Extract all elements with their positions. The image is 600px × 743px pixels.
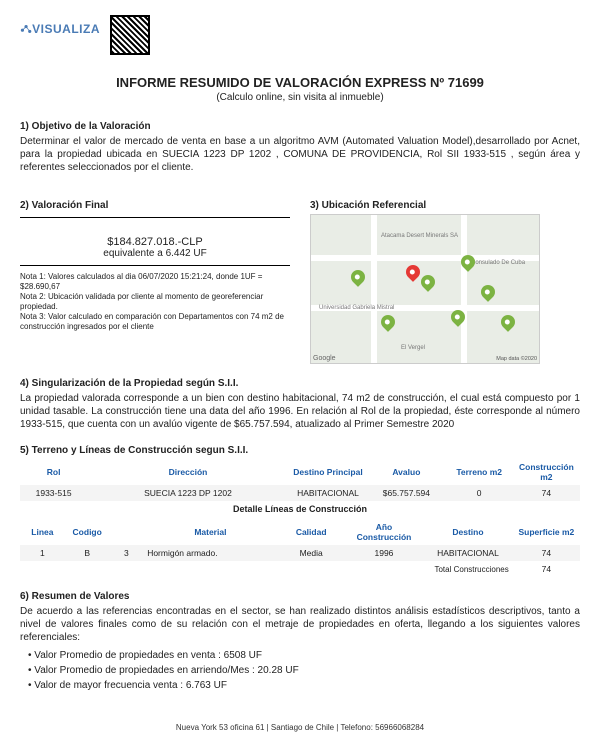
map-label-4: El Vergel xyxy=(401,345,425,351)
bullet-item: Valor de mayor frecuencia venta : 6.763 … xyxy=(28,678,580,693)
note-1: Nota 1: Valores calculados al dia 06/07/… xyxy=(20,272,290,292)
cell: $65.757.594 xyxy=(367,485,445,501)
col-avaluo: Avaluo xyxy=(367,459,445,485)
brand-logo: VISUALIZA xyxy=(20,15,100,43)
subheader-row: Detalle Líneas de Construcción xyxy=(20,501,580,517)
cell: HABITACIONAL xyxy=(423,545,513,561)
table-header-row: Linea Codigo Material Calidad Año Constr… xyxy=(20,519,580,545)
col-codigo2 xyxy=(110,519,144,545)
col-direccion: Dirección xyxy=(87,459,289,485)
valuation-main: $184.827.018.-CLP xyxy=(20,236,290,248)
table-terreno: Rol Dirección Destino Principal Avaluo T… xyxy=(20,459,580,517)
col-material: Material xyxy=(143,519,277,545)
section-6-bullets: Valor Promedio de propiedades en venta :… xyxy=(20,648,580,693)
cell: 1996 xyxy=(345,545,423,561)
table-lineas: Linea Codigo Material Calidad Año Constr… xyxy=(20,519,580,577)
bullet-item: Valor Promedio de propiedades en venta :… xyxy=(28,648,580,663)
map-pin-icon xyxy=(403,262,423,282)
valuation-sub: equivalente a 6.442 UF xyxy=(20,248,290,259)
col-codigo: Codigo xyxy=(65,519,110,545)
header: VISUALIZA xyxy=(20,15,580,55)
logo-text: VISUALIZA xyxy=(32,22,100,36)
section-6-heading: 6) Resumen de Valores xyxy=(20,591,580,602)
section-6-body: De acuerdo a las referencias encontradas… xyxy=(20,605,580,644)
section-1-heading: 1) Objetivo de la Valoración xyxy=(20,121,580,132)
map-google-label: Google xyxy=(313,355,336,362)
report-subtitle: (Calculo online, sin visita al inmueble) xyxy=(20,92,580,103)
col-calidad: Calidad xyxy=(278,519,345,545)
section-4-body: La propiedad valorada corresponde a un b… xyxy=(20,392,580,431)
divider xyxy=(20,217,290,218)
cell: SUECIA 1223 DP 1202 xyxy=(87,485,289,501)
col-rol: Rol xyxy=(20,459,87,485)
bullet-item: Valor Promedio de propiedades en arriend… xyxy=(28,663,580,678)
note-3: Nota 3: Valor calculado en comparación c… xyxy=(20,312,290,332)
cell: 3 xyxy=(110,545,144,561)
section-3-heading: 3) Ubicación Referencial xyxy=(310,200,580,211)
map-placeholder: Atacama Desert Minerals SA Consulado De … xyxy=(310,214,540,364)
col-destino: Destino Principal xyxy=(289,459,367,485)
total-value: 74 xyxy=(513,561,580,577)
col-linea: Linea xyxy=(20,519,65,545)
cell: 0 xyxy=(446,485,513,501)
col-ano: Año Construcción xyxy=(345,519,423,545)
cell: 74 xyxy=(513,485,580,501)
col-destino: Destino xyxy=(423,519,513,545)
valuation-and-map-row: 2) Valoración Final $184.827.018.-CLP eq… xyxy=(20,186,580,364)
qr-code-icon xyxy=(110,15,150,55)
section-5-heading: 5) Terreno y Líneas de Construcción segu… xyxy=(20,445,580,456)
map-pin-icon xyxy=(498,312,518,332)
report-title: INFORME RESUMIDO DE VALORACIÓN EXPRESS N… xyxy=(20,75,580,90)
map-pin-icon xyxy=(478,282,498,302)
logo-icon xyxy=(20,22,32,36)
map-label-3: Universidad Gabriela Mistral xyxy=(319,305,394,311)
section-4-heading: 4) Singularización de la Propiedad según… xyxy=(20,378,580,389)
map-pin-icon xyxy=(378,312,398,332)
cell: Hormigón armado. xyxy=(143,545,277,561)
cell: HABITACIONAL xyxy=(289,485,367,501)
valuation-notes: Nota 1: Valores calculados al dia 06/07/… xyxy=(20,272,290,332)
subheader: Detalle Líneas de Construcción xyxy=(20,501,580,517)
cell: 1 xyxy=(20,545,65,561)
table-row: 1933-515 SUECIA 1223 DP 1202 HABITACIONA… xyxy=(20,485,580,501)
map-label-2: Consulado De Cuba xyxy=(471,260,525,266)
table-header-row: Rol Dirección Destino Principal Avaluo T… xyxy=(20,459,580,485)
cell: 1933-515 xyxy=(20,485,87,501)
cell: Media xyxy=(278,545,345,561)
map-attribution: Map data ©2020 xyxy=(496,356,537,362)
table-total-row: Total Construcciones 74 xyxy=(20,561,580,577)
col-construccion: Construcción m2 xyxy=(513,459,580,485)
divider xyxy=(20,265,290,266)
cell: B xyxy=(65,545,110,561)
footer: Nueva York 53 oficina 61 | Santiago de C… xyxy=(20,723,580,732)
section-2-heading: 2) Valoración Final xyxy=(20,200,290,211)
cell: 74 xyxy=(513,545,580,561)
section-1-body: Determinar el valor de mercado de venta … xyxy=(20,135,580,174)
total-label: Total Construcciones xyxy=(20,561,513,577)
col-superficie: Superficie m2 xyxy=(513,519,580,545)
table-row: 1 B 3 Hormigón armado. Media 1996 HABITA… xyxy=(20,545,580,561)
map-pin-icon xyxy=(418,272,438,292)
col-terreno: Terreno m2 xyxy=(446,459,513,485)
map-pin-icon xyxy=(348,267,368,287)
note-2: Nota 2: Ubicación validada por cliente a… xyxy=(20,292,290,312)
map-label-1: Atacama Desert Minerals SA xyxy=(381,233,458,239)
